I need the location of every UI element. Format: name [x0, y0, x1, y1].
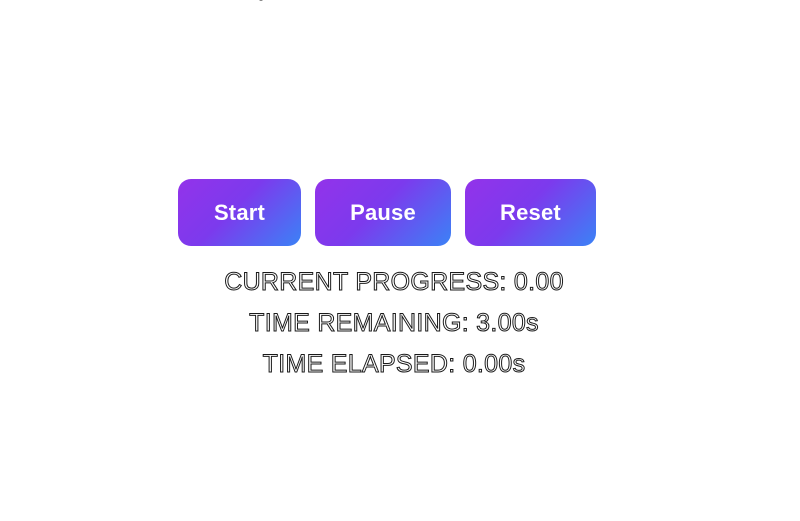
- timer-controls: Start Pause Reset: [178, 179, 596, 246]
- time-elapsed-readout: TIME ELAPSED: 0.00s: [262, 350, 526, 379]
- timer-stats: CURRENT PROGRESS: 0.00 TIME REMAINING: 3…: [0, 262, 788, 385]
- time-remaining-readout: TIME REMAINING: 3.00s: [249, 309, 539, 338]
- reset-button[interactable]: Reset: [465, 179, 596, 246]
- current-progress-readout: CURRENT PROGRESS: 0.00: [224, 268, 564, 297]
- start-button[interactable]: Start: [178, 179, 301, 246]
- partial-glyph-icon: [259, 0, 263, 1]
- pause-button[interactable]: Pause: [315, 179, 451, 246]
